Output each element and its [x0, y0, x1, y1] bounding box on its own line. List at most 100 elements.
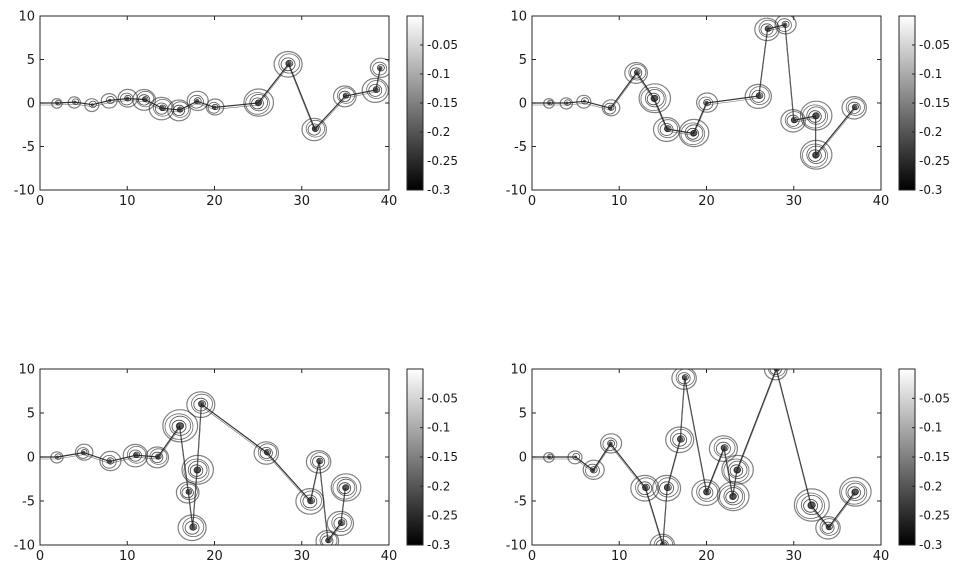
colorbar-tick-label: -0.1: [427, 421, 450, 435]
vortex-7: [186, 391, 216, 419]
y-tick-label: 10: [18, 10, 35, 25]
y-tick-label: -10: [506, 184, 527, 199]
vortex-3: [576, 94, 592, 109]
vortex-15: [326, 510, 355, 537]
y-tick-label: 10: [510, 363, 527, 378]
colorbar: -0.05 -0.1 -0.15 -0.2 -0.25 -0.3: [898, 15, 950, 197]
vortex-1: [543, 97, 555, 109]
vortex-16: [839, 476, 872, 507]
colorbar: -0.05 -0.1 -0.15 -0.2 -0.25 -0.3: [898, 368, 950, 552]
colorbar-tick-label: -0.25: [919, 509, 950, 523]
vortex-5: [145, 446, 170, 469]
vortex-4: [599, 433, 623, 454]
vortex-16: [841, 96, 867, 120]
y-tick-label: 0: [519, 97, 527, 112]
vortex-6: [162, 409, 199, 443]
vortex-14: [793, 488, 830, 522]
vortex-11: [243, 88, 275, 117]
vortex-16: [315, 530, 340, 545]
vortex-14: [332, 85, 357, 108]
y-tick-label: 10: [510, 10, 527, 25]
vortex-13: [295, 488, 325, 515]
vortex-14: [330, 473, 362, 502]
vortex-4: [601, 99, 621, 117]
vortex-6: [651, 474, 682, 502]
colorbar: -0.05 -0.1 -0.15 -0.2 -0.25 -0.3: [406, 368, 458, 552]
x-tick-label: 30: [293, 194, 310, 209]
x-tick-label: 40: [873, 194, 890, 209]
vortex-9: [186, 90, 209, 112]
y-tick-label: -5: [514, 140, 527, 155]
y-tick-label: -5: [514, 495, 527, 510]
colorbar-tick-label: -0.05: [427, 38, 458, 52]
x-tick-label: 30: [785, 194, 802, 209]
colorbar-tick-label: -0.15: [919, 450, 950, 464]
vortex-3: [99, 450, 122, 472]
x-tick-label: 20: [206, 194, 223, 209]
vorticity-field: [40, 391, 362, 545]
x-tick-label: 20: [698, 549, 715, 564]
y-tick-label: 0: [519, 451, 527, 466]
x-tick-label: 10: [119, 194, 136, 209]
vorticity-field: [532, 16, 867, 170]
colorbar-tick-label: -0.3: [919, 538, 942, 552]
vortex-15: [799, 139, 833, 170]
colorbar-tick-label: -0.3: [919, 183, 942, 197]
colorbar-tick-label: -0.2: [919, 479, 942, 493]
x-tick-label: 40: [381, 194, 398, 209]
y-tick-label: 5: [27, 407, 35, 422]
vortex-9: [175, 481, 200, 504]
vortex-1: [543, 452, 555, 463]
vortex-8: [167, 99, 191, 122]
vortex-3: [84, 98, 100, 113]
vortex-10: [205, 98, 225, 116]
y-tick-label: 5: [519, 53, 527, 68]
vortex-9: [708, 435, 739, 463]
x-tick-label: 10: [611, 194, 628, 209]
vortex-13: [780, 109, 806, 133]
x-tick-label: 40: [873, 549, 890, 564]
vortex-16: [369, 57, 389, 78]
vorticity-field: [532, 369, 872, 545]
vortex-2: [67, 96, 82, 109]
vortex-6: [638, 83, 672, 114]
vortex-1: [50, 451, 64, 464]
vortex-2: [559, 97, 574, 110]
vortex-4: [100, 93, 118, 109]
colorbar-tick-label: -0.3: [427, 538, 450, 552]
y-tick-label: 0: [27, 97, 35, 112]
colorbar-tick-label: -0.15: [427, 96, 458, 110]
vorticity-panel-4: 0 10 20 30 40 10 5 0 -5 -10: [506, 363, 890, 565]
x-tick-label: 30: [785, 549, 802, 564]
colorbar-tick-label: -0.05: [919, 38, 950, 52]
y-tick-label: 0: [27, 451, 35, 466]
x-tick-label: 0: [36, 194, 44, 209]
y-tick-label: -5: [22, 140, 35, 155]
vortex-15: [361, 77, 389, 104]
vortex-2: [567, 450, 583, 465]
vortex-12: [273, 50, 303, 78]
vortex-5: [630, 474, 660, 502]
vortex-8: [671, 369, 697, 390]
colorbar-tick-label: -0.15: [919, 96, 950, 110]
x-tick-label: 10: [611, 549, 628, 564]
vortex-8: [181, 454, 214, 485]
x-tick-label: 40: [381, 549, 398, 564]
vortex-10: [177, 514, 207, 542]
colorbar: -0.05 -0.1 -0.15 -0.2 -0.25 -0.3: [406, 15, 458, 197]
vortex-3: [582, 459, 605, 480]
vortex-7: [652, 116, 681, 143]
vortex-6: [132, 88, 157, 111]
vortex-15: [815, 515, 841, 540]
colorbar-tick-label: -0.25: [427, 509, 458, 523]
y-tick-label: -10: [14, 539, 35, 554]
y-tick-label: -10: [506, 539, 527, 554]
vortex-5: [624, 61, 648, 84]
y-tick-label: -5: [22, 495, 35, 510]
colorbar-tick-label: -0.05: [919, 391, 950, 405]
vorticity-panel-2: 0 10 20 30 40 10 5 0 -5 -10: [506, 10, 890, 210]
vorticity-panel-1: 0 10 20 30 40 10 5 0 -5 -10: [14, 10, 398, 210]
colorbar-tick-label: -0.2: [427, 125, 450, 139]
colorbar-tick-label: -0.1: [427, 67, 450, 81]
